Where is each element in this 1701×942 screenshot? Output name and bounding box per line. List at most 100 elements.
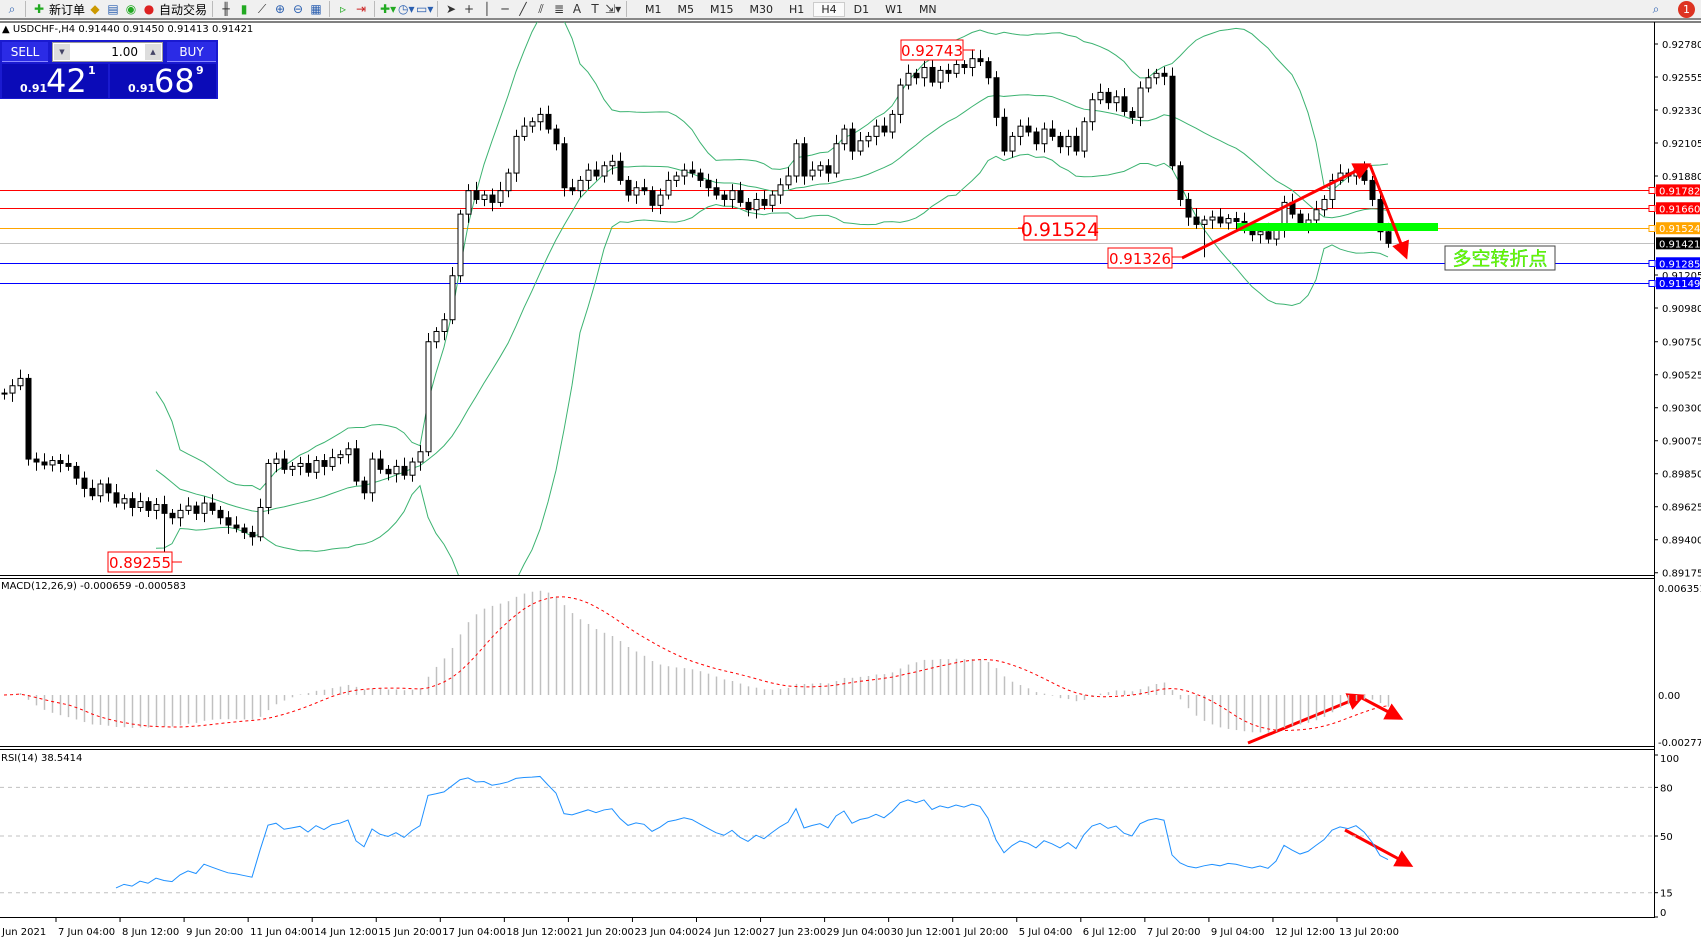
time-axis-label: 9 Jul 04:00 bbox=[1211, 927, 1265, 938]
bear-candle bbox=[161, 504, 168, 514]
bull-candle bbox=[937, 69, 944, 83]
timeframe-h4[interactable]: H4 bbox=[813, 1, 845, 17]
templates-icon[interactable]: ▭▾ bbox=[416, 2, 434, 16]
auto-scroll-icon[interactable]: ▹ bbox=[340, 2, 347, 16]
price-level-handle[interactable] bbox=[1648, 260, 1656, 267]
new-order-button[interactable]: 新订单 bbox=[49, 2, 86, 17]
text-label-icon[interactable]: T bbox=[591, 2, 599, 16]
sell-price-pips: 42 bbox=[46, 62, 87, 100]
pivot-zone-bar[interactable] bbox=[1237, 223, 1438, 231]
lot-increase-icon[interactable]: ▲ bbox=[145, 44, 161, 60]
terminal-icon[interactable]: ▤ bbox=[107, 2, 119, 16]
buy-price-prefix: 0.91 bbox=[128, 82, 156, 95]
price-level-handle[interactable] bbox=[1648, 280, 1656, 287]
sell-price[interactable]: 0.91 42 1 bbox=[2, 62, 108, 100]
vertical-line-icon[interactable]: │ bbox=[483, 2, 491, 16]
zoom-out-icon[interactable]: ⊖ bbox=[293, 2, 304, 16]
axes: 0.927800.925550.923300.921050.918800.912… bbox=[1, 40, 1701, 938]
search-icon[interactable]: ⌕ bbox=[1652, 1, 1660, 16]
price-level-handle[interactable] bbox=[1648, 205, 1656, 212]
buy-price[interactable]: 0.91 68 9 bbox=[110, 62, 216, 100]
bull-candle bbox=[441, 319, 448, 332]
fibonacci-icon[interactable]: ≣ bbox=[554, 2, 565, 16]
lot-size-input[interactable]: ▼ 1.00 ▲ bbox=[52, 42, 163, 62]
buy-button[interactable]: BUY bbox=[167, 42, 216, 62]
bull-candle bbox=[953, 64, 960, 74]
lot-value: 1.00 bbox=[111, 45, 138, 59]
bull-candle bbox=[513, 135, 520, 174]
chart-shift-icon[interactable]: ⇥ bbox=[356, 2, 367, 16]
trendline-icon[interactable]: ╱ bbox=[519, 2, 527, 16]
candlesticks bbox=[1, 49, 1392, 562]
price-axis-label: 0.92555 bbox=[1662, 73, 1701, 84]
line-chart-icon[interactable]: ⟋ bbox=[257, 1, 267, 16]
bear-candle bbox=[241, 527, 248, 533]
level-price-label[interactable]: 0.91524 bbox=[1021, 215, 1100, 241]
notifications-badge[interactable]: 1 bbox=[1678, 0, 1695, 18]
bull-candle bbox=[1065, 135, 1072, 148]
arrows-icon[interactable]: ⇲▾ bbox=[605, 2, 622, 16]
price-level-handle[interactable] bbox=[1648, 225, 1656, 232]
bar-chart-icon[interactable]: ╫ bbox=[222, 2, 230, 16]
bear-candle bbox=[961, 64, 968, 68]
crosshair-icon[interactable]: + bbox=[464, 2, 475, 16]
bear-candle bbox=[721, 194, 728, 200]
equidistant-channel-icon[interactable]: ⫽ bbox=[538, 1, 544, 16]
bull-candle bbox=[673, 175, 680, 181]
bear-candle bbox=[385, 468, 392, 475]
down-trend-arrow[interactable] bbox=[1368, 164, 1409, 260]
bear-candle bbox=[801, 143, 808, 177]
rsi-label: RSI(14) 38.5414 bbox=[1, 753, 82, 764]
bollinger-middle bbox=[155, 94, 1389, 513]
bear-candle bbox=[945, 69, 952, 74]
up-trend-arrow[interactable] bbox=[1181, 163, 1372, 260]
indicators-icon[interactable]: ✚▾ bbox=[380, 2, 397, 16]
tile-windows-icon[interactable]: ▦ bbox=[310, 2, 322, 16]
divider bbox=[329, 1, 331, 17]
high-price-label[interactable]: 0.92743 bbox=[900, 39, 964, 61]
pivot-text-label[interactable]: 多空转折点 bbox=[1444, 245, 1556, 271]
candlestick-icon[interactable]: ▮ bbox=[240, 2, 248, 16]
timeframe-m1[interactable]: M1 bbox=[645, 2, 662, 16]
price-level-tag-text: 0.91782 bbox=[1659, 186, 1700, 197]
zoom-in-icon[interactable]: ⊕ bbox=[275, 2, 286, 16]
price-axis-label: 0.91205 bbox=[1662, 271, 1701, 282]
divider bbox=[25, 1, 26, 17]
auto-trading-button[interactable]: 自动交易 bbox=[159, 2, 208, 17]
timeframe-m30[interactable]: M30 bbox=[749, 2, 774, 16]
high-price-text: 0.92743 bbox=[901, 42, 963, 60]
text-icon[interactable]: A bbox=[572, 2, 582, 16]
bear-candle bbox=[737, 190, 744, 203]
timeframe-w1[interactable]: W1 bbox=[885, 2, 903, 16]
swing-low-label[interactable]: 0.91326 bbox=[1107, 247, 1173, 269]
price-level-handle[interactable] bbox=[1648, 187, 1656, 194]
price-level-tag bbox=[1656, 257, 1700, 270]
bull-candle bbox=[297, 462, 304, 467]
chart-header: ▲ USDCHF-,H4 0.91440 0.91450 0.91413 0.9… bbox=[2, 24, 254, 35]
timeframe-d1[interactable]: D1 bbox=[853, 2, 870, 16]
macd-axis-label: 0.00 bbox=[1658, 691, 1680, 702]
lot-decrease-icon[interactable]: ▼ bbox=[54, 44, 70, 60]
low-price-label[interactable]: 0.89255 bbox=[107, 551, 173, 573]
signals-icon[interactable]: ◉ bbox=[125, 2, 137, 16]
bull-candle bbox=[1, 392, 8, 395]
time-axis-label: 11 Jun 04:00 bbox=[250, 927, 314, 938]
bull-candle bbox=[425, 341, 432, 453]
price-level-tag-text: 0.91524 bbox=[1659, 224, 1700, 235]
rsi-down-arrow[interactable] bbox=[1344, 828, 1414, 867]
periods-icon[interactable]: ◷▾ bbox=[398, 2, 415, 16]
panel-frames bbox=[0, 21, 1701, 918]
timeframe-m5[interactable]: M5 bbox=[677, 2, 695, 16]
search-icon[interactable]: ⌕ bbox=[8, 1, 16, 16]
horizontal-line-icon[interactable]: ─ bbox=[501, 2, 509, 16]
bull-candle bbox=[137, 501, 144, 508]
macd-up-arrow[interactable] bbox=[1247, 693, 1366, 745]
timeframe-h1[interactable]: H1 bbox=[789, 2, 805, 16]
cursor-icon[interactable]: ➤ bbox=[446, 2, 457, 16]
timeframe-mn[interactable]: MN bbox=[918, 2, 937, 16]
rsi-axis-label: 80 bbox=[1660, 783, 1673, 794]
timeframe-m15[interactable]: M15 bbox=[710, 2, 734, 16]
sell-button[interactable]: SELL bbox=[2, 42, 48, 62]
metaeditor-icon[interactable]: ◆ bbox=[90, 2, 100, 16]
